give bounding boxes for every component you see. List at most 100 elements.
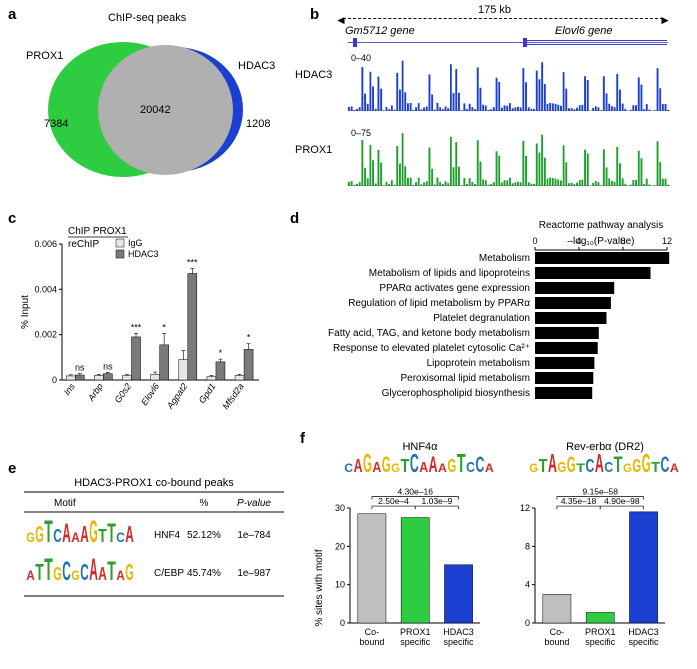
svg-text:G: G (89, 513, 98, 549)
svg-text:4.35e–18: 4.35e–18 (561, 496, 597, 506)
left-gene: Gm5712 gene (345, 25, 415, 37)
svg-text:1.03e–9: 1.03e–9 (422, 496, 453, 506)
gene-bar-right (527, 40, 667, 45)
span-line (343, 18, 663, 19)
svg-text:Rev-erbα (DR2): Rev-erbα (DR2) (566, 441, 644, 453)
pathway-svg: Reactome pathway analysis–log₁₀(P-value)… (295, 218, 690, 413)
svg-text:Response to elevated platelet: Response to elevated platelet cytosolic … (333, 343, 530, 354)
svg-text:HDAC3: HDAC3 (443, 627, 474, 637)
svg-text:G: G (26, 529, 35, 545)
svg-text:HDAC3: HDAC3 (628, 627, 659, 637)
svg-text:Co-: Co- (365, 627, 380, 637)
svg-text:A: A (116, 567, 125, 583)
svg-text:Gpd1: Gpd1 (197, 381, 218, 405)
svg-text:Metabolism: Metabolism (479, 253, 530, 264)
svg-text:Metabolism of lipids and lipop: Metabolism of lipids and lipoproteins (369, 268, 530, 279)
track-svg (348, 131, 670, 186)
svg-text:***: *** (187, 257, 198, 267)
svg-text:specific: specific (400, 637, 431, 647)
svg-text:1e–987: 1e–987 (237, 568, 271, 579)
svg-text:8: 8 (525, 541, 530, 551)
svg-text:C: C (116, 529, 125, 545)
svg-text:A: A (80, 521, 89, 547)
svg-text:Co-: Co- (550, 627, 565, 637)
svg-text:C: C (344, 463, 353, 475)
panel-a-label: a (8, 6, 16, 23)
svg-text:ns: ns (75, 363, 85, 373)
svg-text:1e–784: 1e–784 (237, 530, 271, 541)
svg-text:T: T (651, 459, 661, 476)
venn-right-label: HDAC3 (238, 60, 275, 72)
svg-text:T: T (35, 559, 44, 585)
svg-text:Mfsd2a: Mfsd2a (221, 381, 246, 411)
rechip-svg: ChIP PROX1reChIPIgGHDAC300.0020.0040.006… (14, 220, 264, 445)
svg-text:Elovl6: Elovl6 (139, 381, 161, 407)
svg-text:2.50e–4: 2.50e–4 (378, 496, 409, 506)
svg-text:9.15e–58: 9.15e–58 (582, 487, 618, 497)
svg-text:Arbp: Arbp (85, 381, 105, 403)
svg-text:Ins: Ins (62, 381, 77, 397)
svg-text:G: G (382, 452, 391, 477)
svg-text:Agpat2: Agpat2 (164, 381, 189, 411)
svg-text:0: 0 (532, 236, 537, 246)
svg-text:G: G (529, 463, 538, 475)
svg-text:T: T (44, 513, 53, 549)
venn-overlap-count: 20042 (140, 104, 171, 116)
svg-text:bound: bound (359, 637, 384, 647)
svg-text:A: A (548, 450, 557, 478)
venn-left-label: PROX1 (26, 50, 63, 62)
svg-text:A: A (419, 459, 428, 476)
track-label: PROX1 (295, 144, 332, 156)
svg-text:specific: specific (629, 637, 660, 647)
motif-table-container: HDAC3-PROX1 co-bound peaksMotif%P-valueG… (14, 470, 294, 603)
svg-text:ns: ns (103, 361, 113, 371)
svg-text:0: 0 (525, 618, 530, 628)
genome-tracks: ◄ ► 175 kb Gm5712 gene Elovl6 gene HDAC3… (323, 14, 683, 204)
svg-text:HDAC3: HDAC3 (128, 249, 159, 259)
svg-text:A: A (670, 463, 680, 475)
svg-text:A: A (89, 551, 98, 587)
gene-mark-left (353, 38, 357, 47)
span-label: 175 kb (478, 4, 511, 16)
svg-text:A: A (485, 463, 495, 475)
svg-text:HNF4: HNF4 (154, 530, 181, 541)
svg-text:4: 4 (576, 236, 581, 246)
svg-text:specific: specific (585, 637, 616, 647)
svg-text:G: G (35, 521, 44, 547)
svg-text:G: G (71, 567, 80, 583)
svg-text:Lipoprotein metabolism: Lipoprotein metabolism (427, 358, 530, 369)
svg-text:*: * (219, 348, 223, 358)
venn-title: ChIP-seq peaks (108, 12, 186, 24)
svg-text:*: * (162, 323, 166, 333)
svg-text:P-value: P-value (237, 498, 271, 509)
svg-text:T: T (107, 555, 116, 586)
svg-text:Glycerophospholipid biosynthes: Glycerophospholipid biosynthesis (382, 388, 530, 399)
svg-text:12: 12 (662, 236, 672, 246)
svg-text:C: C (466, 459, 475, 476)
svg-text:G: G (623, 463, 632, 475)
svg-text:52.12%: 52.12% (187, 530, 221, 541)
track-label: HDAC3 (295, 69, 332, 81)
svg-text:C: C (475, 452, 484, 477)
svg-text:A: A (429, 452, 438, 477)
svg-text:G: G (125, 559, 134, 585)
svg-text:0.004: 0.004 (34, 284, 57, 294)
svg-text:30: 30 (335, 503, 345, 513)
svg-text:G: G (363, 450, 372, 478)
svg-text:Platelet degranulation: Platelet degranulation (433, 313, 530, 324)
svg-text:***: *** (131, 323, 142, 333)
svg-text:G: G (53, 563, 62, 584)
svg-text:G: G (642, 450, 651, 478)
svg-text:T: T (400, 455, 409, 476)
pathway-chart: Reactome pathway analysis–log₁₀(P-value)… (295, 218, 690, 413)
svg-text:IgG: IgG (128, 238, 143, 248)
svg-text:%: % (200, 498, 209, 509)
svg-text:T: T (614, 452, 623, 477)
svg-text:A: A (354, 455, 363, 476)
svg-text:T: T (539, 455, 548, 476)
svg-text:C: C (80, 559, 89, 585)
svg-text:G: G (632, 455, 641, 476)
svg-text:C/EBP: C/EBP (154, 568, 184, 579)
svg-text:20: 20 (335, 541, 345, 551)
svg-text:45.74%: 45.74% (187, 568, 221, 579)
